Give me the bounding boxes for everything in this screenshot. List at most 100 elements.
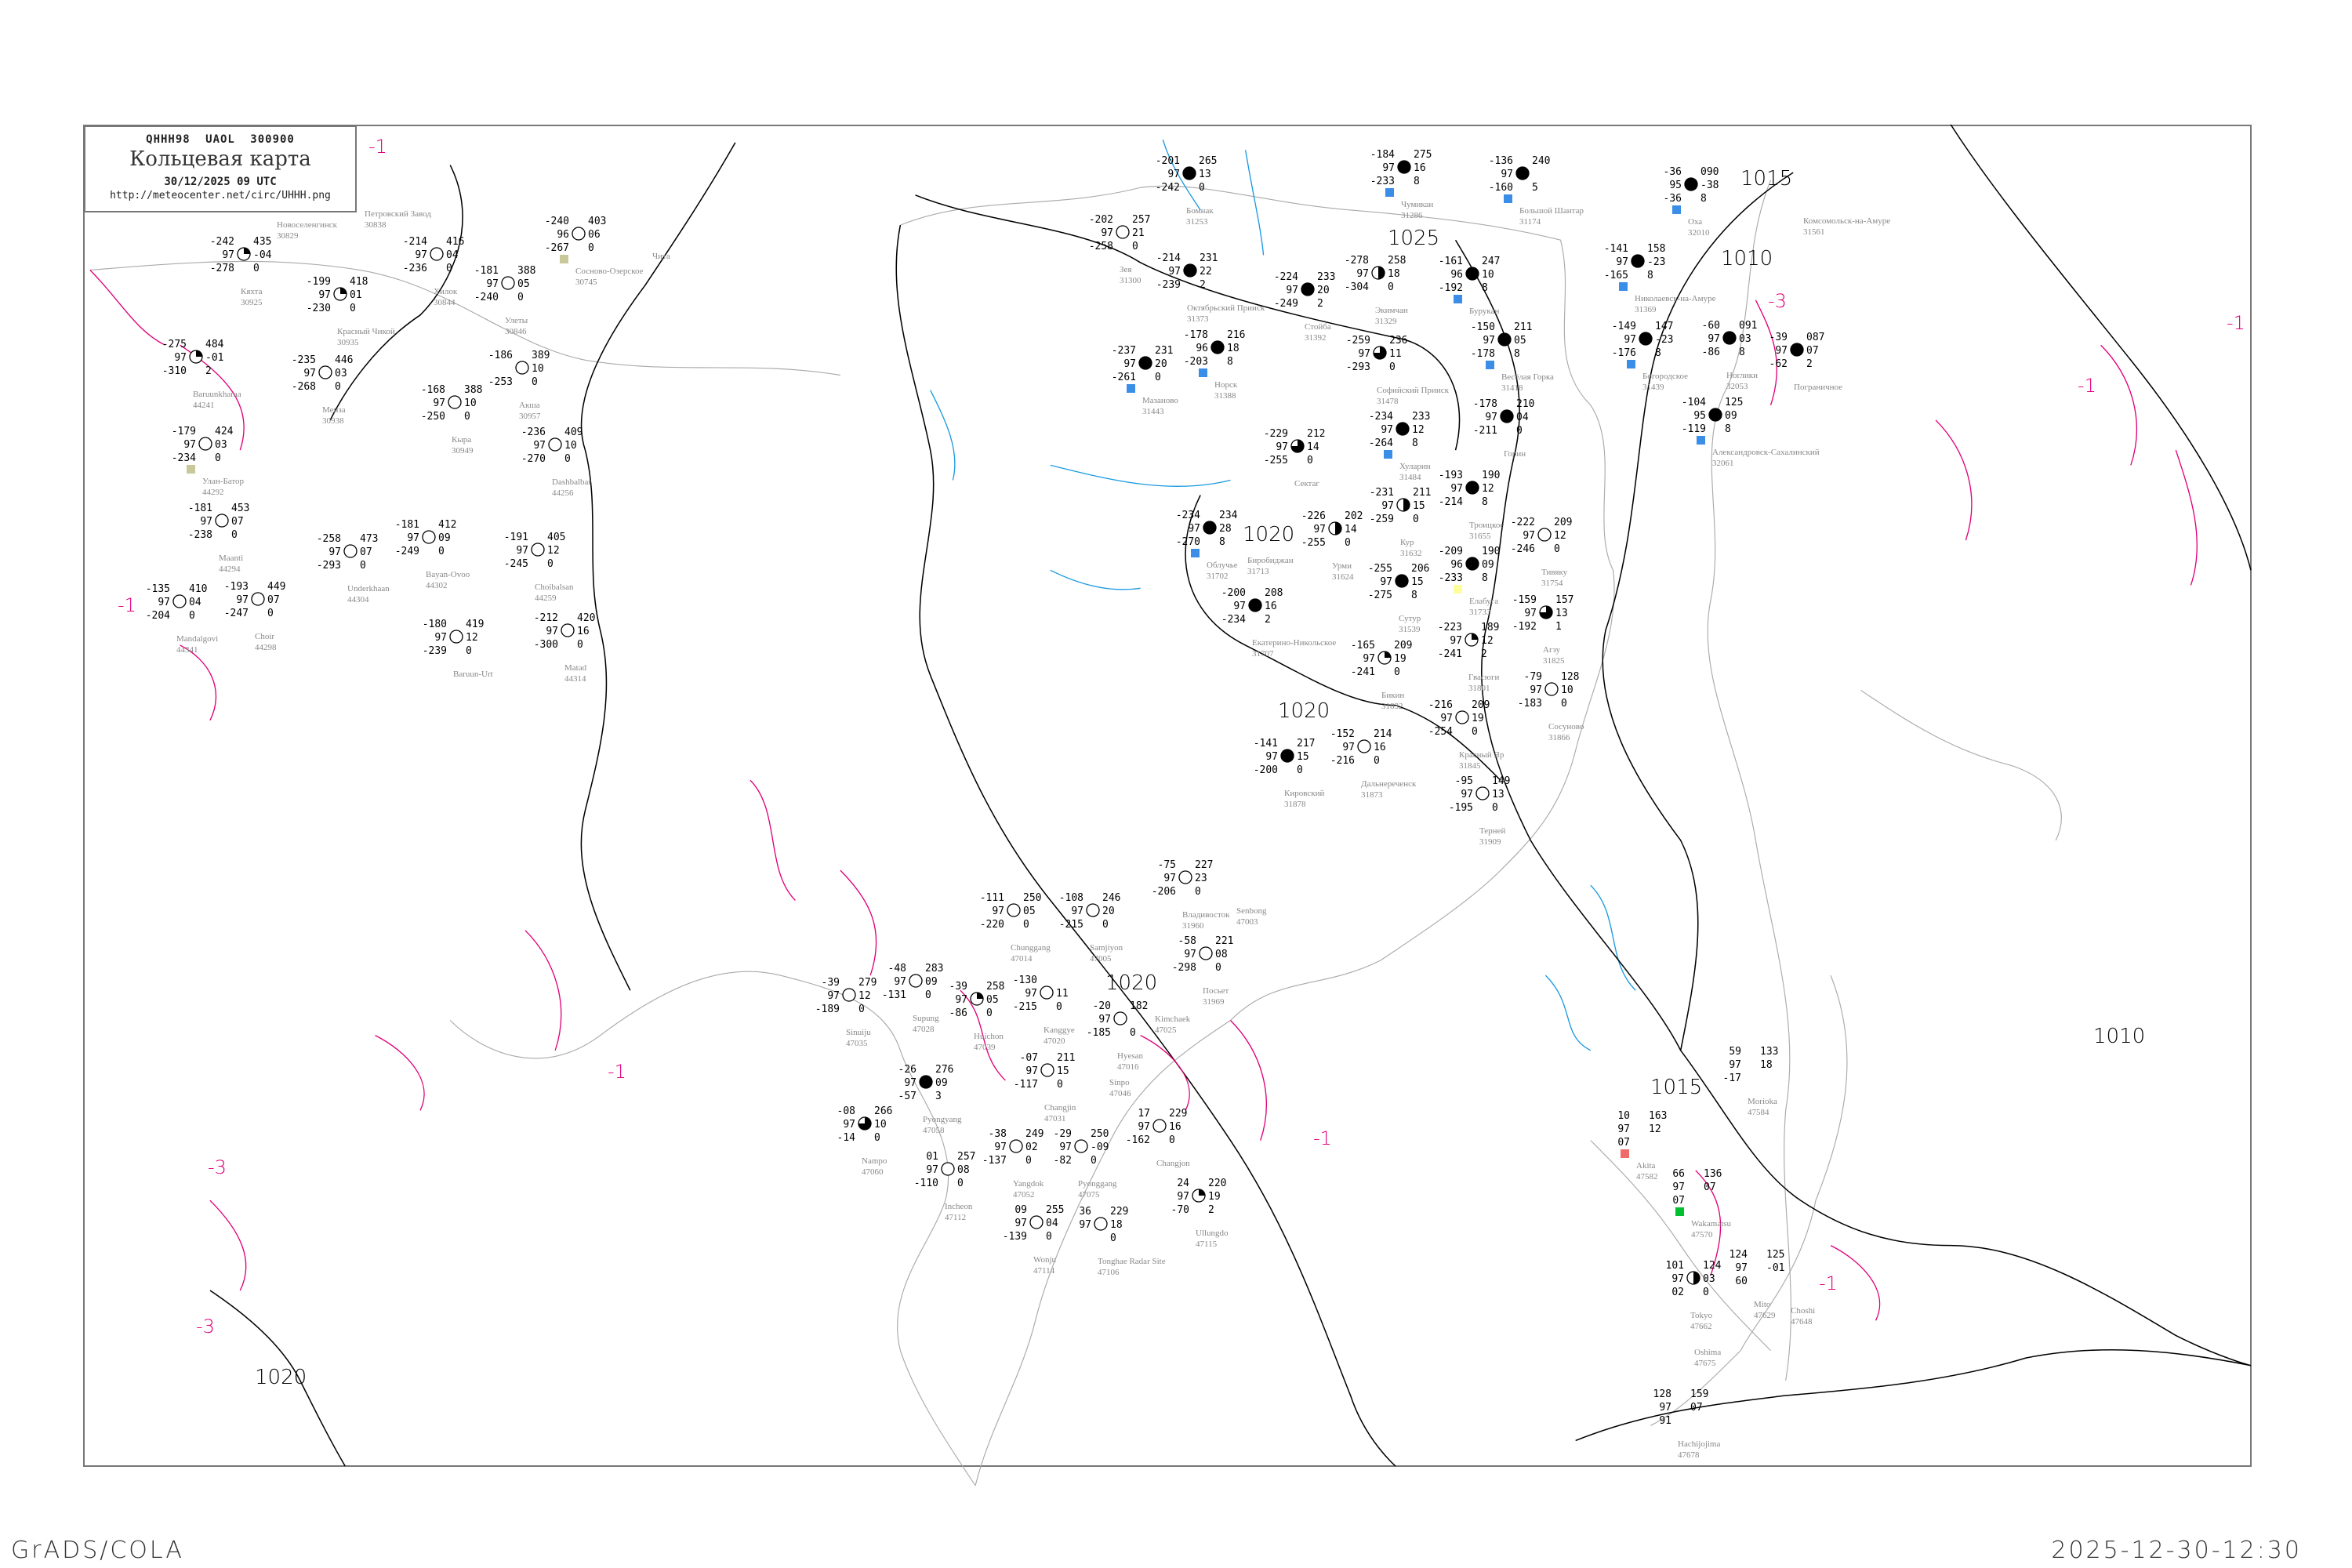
station-plot[interactable]: -180 97-239 419 120 Baruun-Urt	[423, 619, 493, 679]
station-plot[interactable]: -275 97-310 484 -012 Baruunkharaa 44241	[162, 339, 241, 410]
pressure: 158	[1647, 243, 1665, 255]
dew-point: -139	[1003, 1231, 1027, 1243]
station-plot[interactable]: -39 97-62 087 072 Пограничное	[1769, 332, 1843, 392]
cloud-cover-icon	[1029, 1215, 1044, 1229]
station-plot[interactable]: -178 97 -211 210 04 0 Горин	[1473, 398, 1535, 459]
visibility: 97	[318, 289, 331, 301]
visibility: 97	[433, 397, 445, 409]
air-temperature: 36	[1079, 1206, 1091, 1218]
dew-point: -241	[1351, 666, 1375, 678]
station-plot[interactable]: -104 95-119 125 098 Александровск-Сахалински…	[1682, 397, 1820, 468]
station-plot[interactable]: -149 97-176 147 -238 Богородское 31439	[1612, 321, 1688, 392]
station-plot[interactable]: -240 96-267 403 060 Сосново-Озерское 30745	[545, 216, 644, 287]
station-plot[interactable]: -234 97-270 234 288 Облучье 31702	[1176, 510, 1238, 581]
station-plot[interactable]: -209 96-233 190 098 Елабуга 31733	[1439, 546, 1501, 617]
dew-point: -304	[1345, 281, 1369, 293]
source-url[interactable]: http://meteocenter.net/circ/UHHH.png	[110, 190, 331, 201]
station-plot[interactable]: -186 -253 389 100 Акша 30957	[488, 350, 550, 421]
pressure-tendency: 10	[874, 1119, 887, 1131]
dew-point: -238	[188, 529, 212, 541]
air-temperature: -39	[949, 981, 967, 993]
station-plot[interactable]: -223 97-241 189 122 Гвасюги 31801	[1438, 622, 1500, 693]
station-plot[interactable]: -179 97-234 424 030 Улан-Батор 44292	[172, 426, 245, 497]
dew-point: -178	[1471, 348, 1495, 360]
station-plot[interactable]: -193 97-214 190 128 Троицкое 31655	[1439, 470, 1504, 541]
dew-point: -117	[1014, 1079, 1038, 1091]
cloud-cover-fill	[1466, 557, 1479, 570]
pressure: 227	[1195, 859, 1213, 871]
visibility: 97	[1233, 601, 1246, 612]
station-plot[interactable]: -200 97 -234 208 16 2 Екатерино-Никольское3170…	[1221, 587, 1337, 659]
footer-software: GrADS/COLA	[11, 1537, 184, 1564]
station-plot[interactable]: 24 97-70 220 192 Ullungdo 47115	[1171, 1178, 1229, 1249]
station-plot[interactable]: -161 96-192 247 108 Бурукан	[1439, 256, 1501, 316]
station-plot[interactable]: -222 97-246 209 120 Тивяку 31754	[1511, 517, 1573, 588]
isotherm-labels: -1 -3 -1 -1 -1 -3 -1 -1 -3 -1	[118, 136, 2245, 1338]
